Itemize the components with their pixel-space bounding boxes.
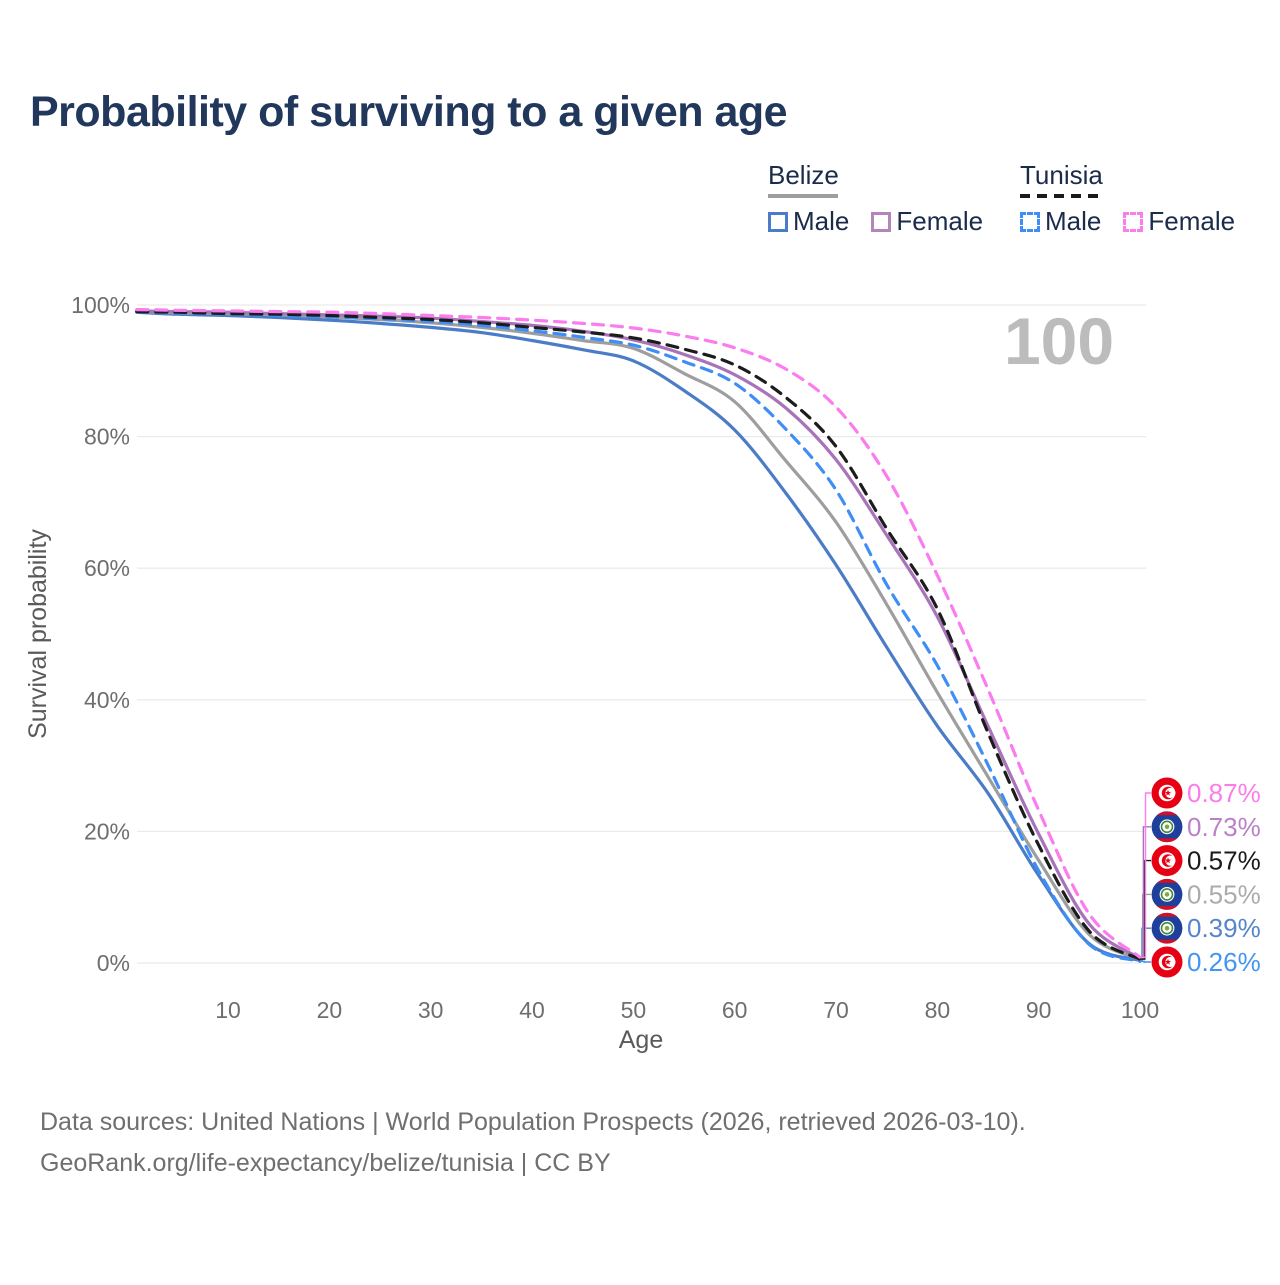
x-tick-label-20: 20: [317, 997, 343, 1023]
legend-item-label: Female: [1148, 206, 1236, 236]
y-tick-label-60%: 60%: [84, 555, 130, 581]
series-line-tunisia[interactable]: [135, 310, 1142, 961]
legend-underline-tunisia: [1020, 194, 1104, 198]
x-tick-label-90: 90: [1026, 997, 1052, 1023]
footer: Data sources: United Nations | World Pop…: [40, 1102, 1026, 1183]
x-axis-label: Age: [619, 1026, 663, 1054]
series-line-tunisia-male[interactable]: [135, 310, 1142, 963]
legend-underline-belize: [768, 194, 838, 198]
end-connector-tunisia-female: [1140, 792, 1151, 958]
legend-swatch-tunisia-female-icon: [1123, 211, 1144, 232]
legend-item-label: Male: [793, 206, 850, 236]
tunisia-flag-icon: [1151, 777, 1183, 809]
series-line-belize[interactable]: [135, 310, 1142, 961]
y-axis-label: Survival probability: [24, 529, 52, 739]
y-tick-label-100%: 100%: [71, 292, 130, 318]
end-label-belize: 0.55%: [1187, 879, 1261, 909]
legend-swatch-tunisia-male-icon: [1020, 211, 1040, 232]
footer-data-sources: Data sources: United Nations | World Pop…: [40, 1108, 1026, 1136]
x-tick-label-70: 70: [823, 997, 849, 1023]
belize-flag-icon: [1151, 912, 1183, 944]
x-tick-label-100: 100: [1121, 997, 1159, 1023]
tunisia-flag-icon: [1151, 946, 1183, 978]
y-tick-label-20%: 20%: [84, 818, 130, 844]
end-label-tunisia-female: 0.87%: [1187, 778, 1261, 808]
x-tick-label-60: 60: [722, 997, 748, 1023]
belize-flag-icon: [1151, 811, 1183, 843]
x-tick-label-40: 40: [519, 997, 545, 1023]
x-tick-label-30: 30: [418, 997, 444, 1023]
legend-item-label: Male: [1045, 206, 1102, 236]
y-tick-label-80%: 80%: [84, 424, 130, 450]
end-label-tunisia-male: 0.26%: [1187, 947, 1261, 977]
belize-flag-icon: [1151, 878, 1183, 910]
end-connector-belize-female: [1140, 826, 1151, 959]
legend-item-label: Female: [896, 206, 984, 236]
end-label-belize-female: 0.73%: [1187, 812, 1261, 842]
series-line-belize-female[interactable]: [135, 309, 1142, 960]
legend-group-belize: Belize Male Female: [768, 160, 983, 237]
legend-item-belize-female[interactable]: Female: [871, 206, 983, 237]
legend-group-tunisia: Tunisia Male Female: [1020, 160, 1235, 237]
x-tick-label-80: 80: [925, 997, 951, 1023]
page-title: Probability of surviving to a given age: [30, 88, 788, 136]
legend-title-tunisia: Tunisia: [1020, 160, 1103, 190]
age-watermark: 100: [1004, 304, 1114, 378]
end-label-tunisia: 0.57%: [1187, 846, 1261, 876]
series-line-tunisia-female[interactable]: [135, 308, 1142, 959]
end-label-belize-male: 0.39%: [1187, 913, 1261, 943]
legend-swatch-belize-female-icon: [871, 211, 892, 232]
series-line-belize-male[interactable]: [135, 310, 1142, 962]
legend-swatch-belize-male-icon: [768, 211, 788, 232]
y-tick-label-40%: 40%: [84, 687, 130, 713]
y-tick-label-0%: 0%: [97, 950, 130, 976]
legend-item-tunisia-male[interactable]: Male: [1020, 206, 1101, 237]
footer-attribution: GeoRank.org/life-expectancy/belize/tunis…: [40, 1148, 611, 1177]
legend-title-belize: Belize: [768, 160, 839, 190]
legend-item-tunisia-female[interactable]: Female: [1123, 206, 1235, 237]
end-connector-tunisia-male: [1140, 960, 1151, 963]
x-tick-label-50: 50: [621, 997, 647, 1023]
legend-item-belize-male[interactable]: Male: [768, 206, 849, 237]
tunisia-flag-icon: [1151, 845, 1183, 877]
x-tick-label-10: 10: [215, 997, 241, 1023]
